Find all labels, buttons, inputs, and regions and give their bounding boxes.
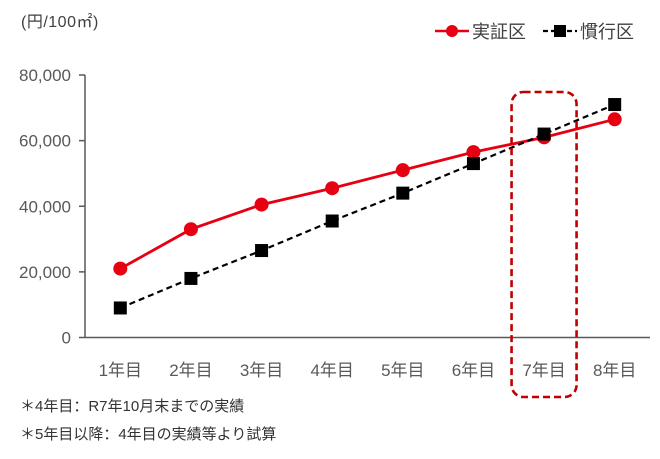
legend-label-jissyoku: 実証区 <box>472 22 526 42</box>
data-point-square <box>396 186 410 200</box>
x-tick-label: 5年目 <box>381 361 424 380</box>
y-tick-label: 20,000 <box>19 263 71 282</box>
legend-item-kankoku: 慣行区 <box>542 18 634 44</box>
y-tick-label: 0 <box>62 329 71 348</box>
x-tick-label: 6年目 <box>452 361 495 380</box>
x-tick-label: 4年目 <box>310 361 353 380</box>
x-tick-label: 7年目 <box>522 361 565 380</box>
red-circle-line-icon <box>435 25 469 37</box>
x-tick-label: 3年目 <box>240 361 283 380</box>
footnote-2: ＊5年目以降：4年目の実績等より試算 <box>20 426 277 443</box>
data-point-circle <box>395 163 410 178</box>
y-tick-label: 60,000 <box>19 132 71 151</box>
data-point-square <box>608 98 622 112</box>
footnote-1: ＊4年目：R7年10月末までの実績 <box>20 398 245 415</box>
data-point-circle <box>607 112 622 127</box>
y-tick-label: 40,000 <box>19 197 71 216</box>
y-tick-label: 80,000 <box>19 66 71 85</box>
x-tick-label: 1年目 <box>99 361 142 380</box>
footnotes: ＊4年目：R7年10月末までの実績 ＊5年目以降：4年目の実績等より試算 <box>20 393 276 449</box>
y-axis-unit-label: (円/100㎡) <box>21 14 99 31</box>
x-tick-label: 2年目 <box>169 361 212 380</box>
data-point-circle <box>183 222 198 237</box>
data-point-square <box>466 157 480 171</box>
legend-item-jissyoku: 実証区 <box>434 18 526 44</box>
data-point-square <box>255 244 269 258</box>
x-tick-label: 8年目 <box>593 361 636 380</box>
data-point-circle <box>113 261 128 276</box>
legend-label-kankoku: 慣行区 <box>580 22 634 42</box>
data-point-circle <box>466 145 481 160</box>
data-point-square <box>184 271 198 285</box>
highlight-rectangle <box>510 90 578 399</box>
data-point-square <box>537 127 551 141</box>
black-square-dashed-line-icon <box>543 25 577 37</box>
data-point-circle <box>325 181 340 196</box>
data-point-square <box>113 301 127 315</box>
chart-legend: 実証区 慣行区 <box>434 18 634 44</box>
data-point-square <box>325 214 339 228</box>
series-line-1 <box>119 103 616 309</box>
data-point-circle <box>254 197 269 212</box>
